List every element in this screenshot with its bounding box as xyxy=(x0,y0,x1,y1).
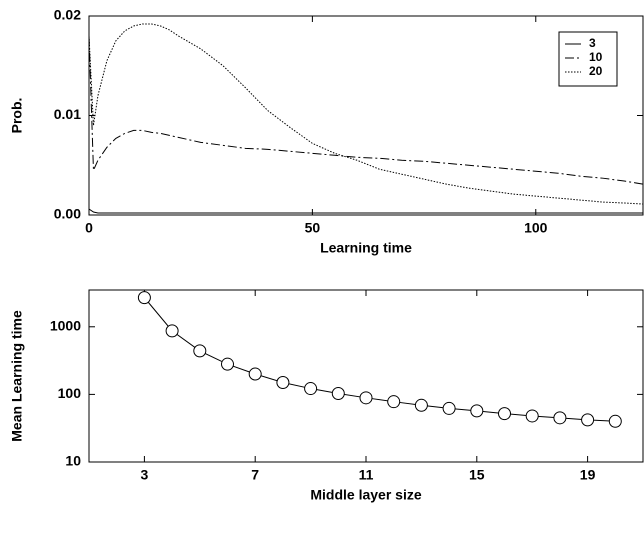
y-tick-label: 1000 xyxy=(50,317,81,333)
y-tick-label: 100 xyxy=(58,385,82,401)
x-tick-label: 100 xyxy=(524,220,548,236)
marker xyxy=(193,344,207,358)
y-tick-label: 0.01 xyxy=(54,106,81,122)
marker xyxy=(248,367,262,381)
x-axis-label: Learning time xyxy=(320,240,412,256)
x-tick-label: 19 xyxy=(580,467,596,483)
y-tick-label: 10 xyxy=(65,453,81,469)
y-axis-label: Prob. xyxy=(9,98,25,134)
marker xyxy=(498,407,511,421)
plot-frame xyxy=(88,289,644,463)
x-tick-label: 50 xyxy=(305,220,321,236)
series-line xyxy=(89,35,643,185)
series-line xyxy=(89,208,643,214)
marker xyxy=(359,391,373,405)
marker xyxy=(470,404,484,418)
x-tick-label: 15 xyxy=(469,467,485,483)
series-line xyxy=(89,23,643,205)
marker xyxy=(525,409,539,423)
y-axis-label: Mean Learning time xyxy=(9,310,25,442)
marker xyxy=(442,401,456,415)
marker xyxy=(553,411,567,425)
legend-label: 20 xyxy=(589,64,603,78)
y-tick-label: 0.02 xyxy=(54,7,81,23)
legend-label: 10 xyxy=(589,50,603,64)
legend-label: 3 xyxy=(589,36,596,50)
x-tick-label: 11 xyxy=(359,467,374,483)
x-tick-label: 3 xyxy=(141,467,149,483)
x-tick-label: 7 xyxy=(251,467,259,483)
marker xyxy=(137,291,151,305)
y-tick-label: 0.00 xyxy=(54,206,81,222)
marker xyxy=(221,357,234,371)
marker xyxy=(387,395,401,409)
series-line xyxy=(144,297,616,422)
marker xyxy=(581,413,595,427)
marker xyxy=(414,398,428,412)
marker xyxy=(165,324,179,338)
marker xyxy=(276,375,290,389)
x-axis-label: Middle layer size xyxy=(310,487,421,503)
marker xyxy=(608,414,622,428)
marker xyxy=(331,387,345,401)
legend-box xyxy=(558,31,618,87)
x-tick-label: 0 xyxy=(85,220,93,236)
marker xyxy=(304,382,318,396)
